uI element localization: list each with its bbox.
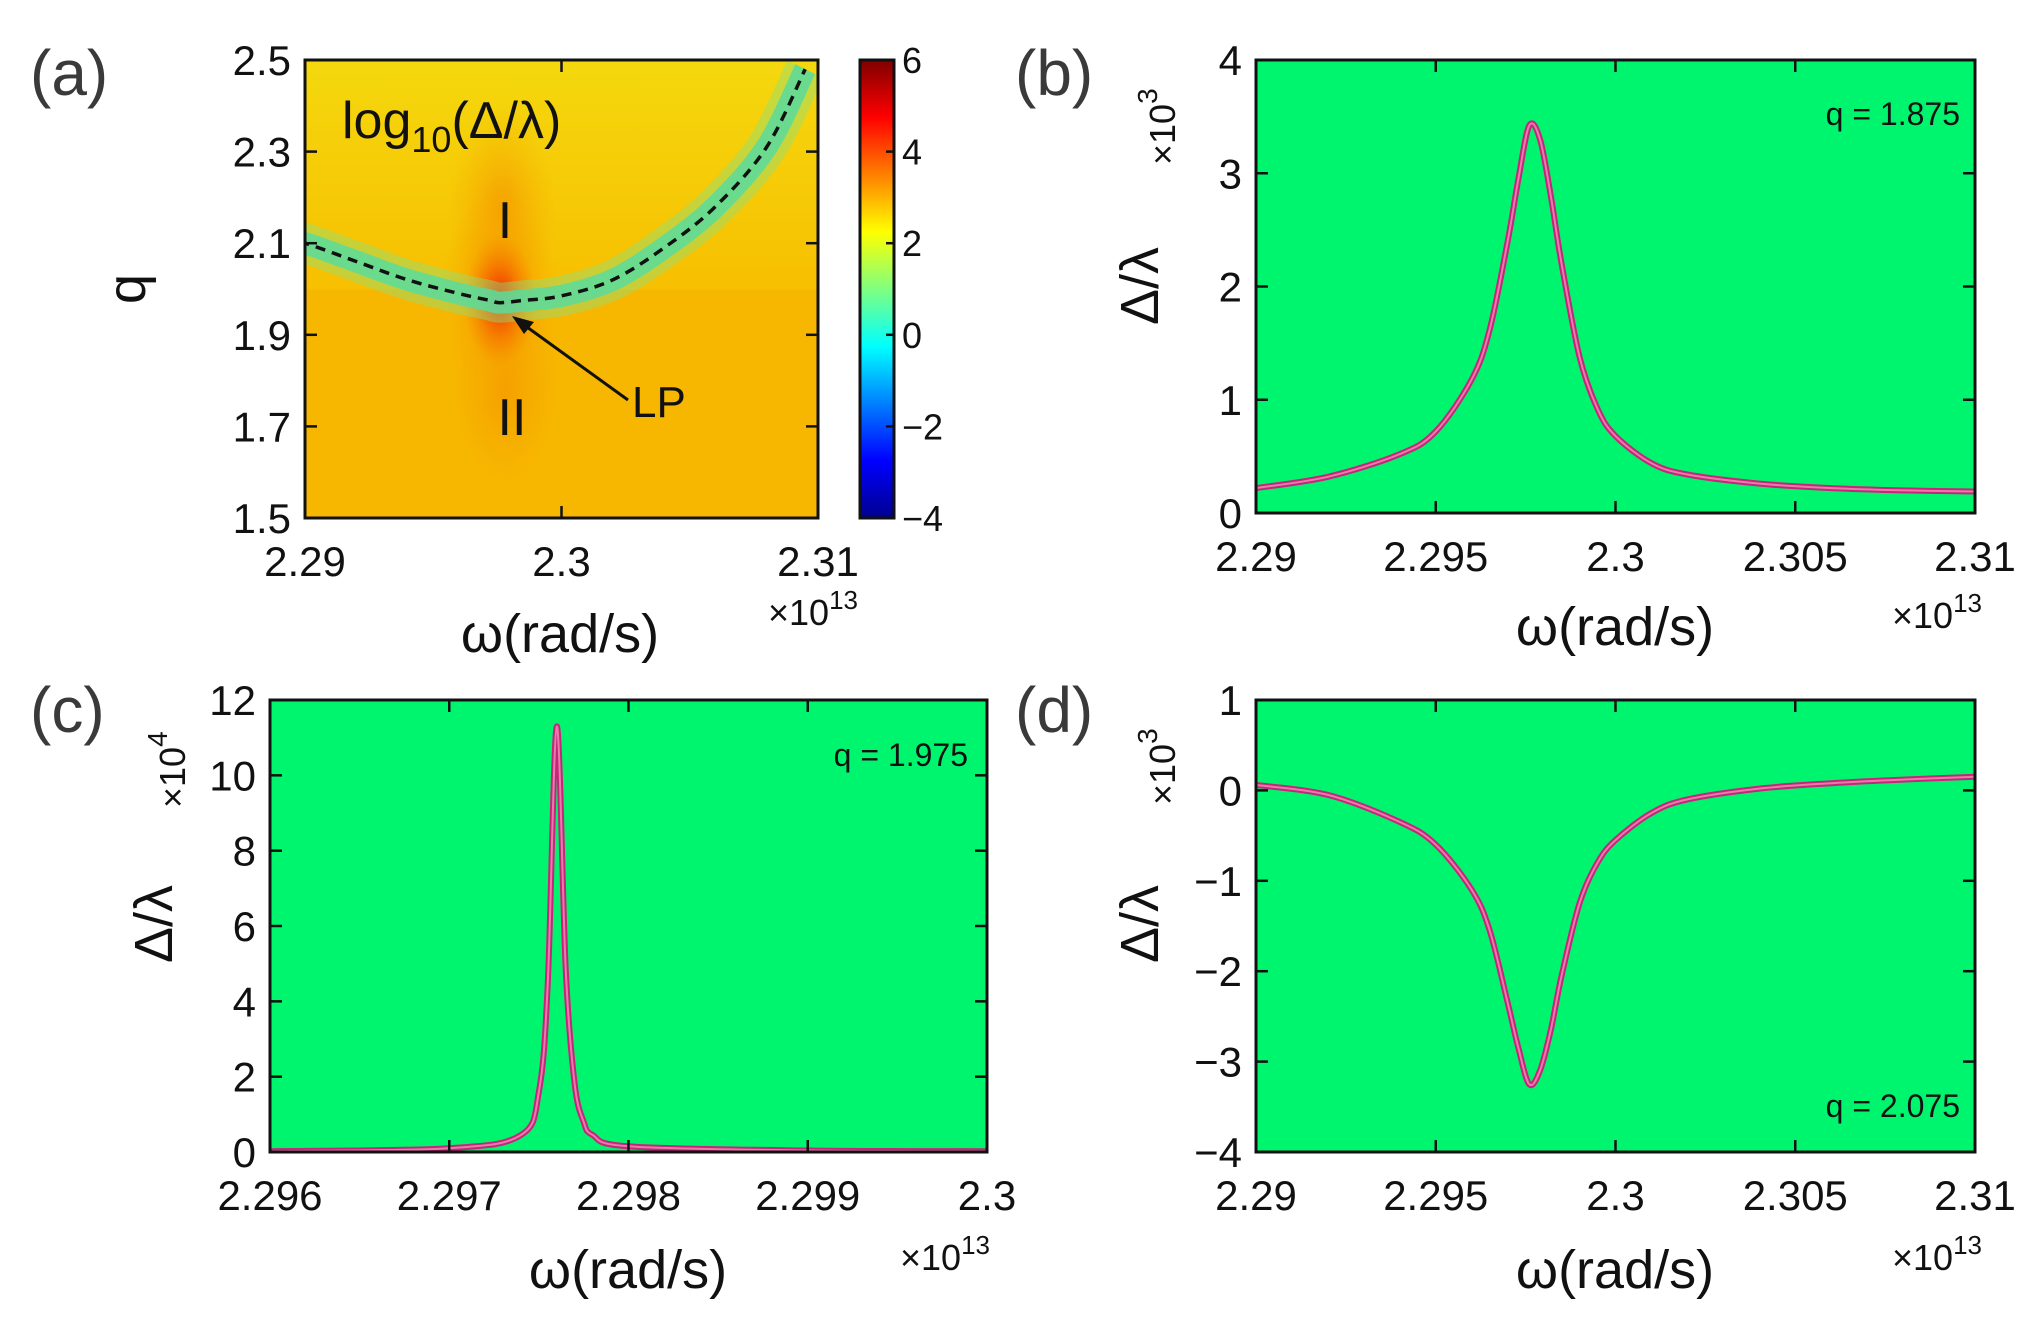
- x-multiplier-d: ×1013: [1892, 1230, 1982, 1278]
- y-tick-label: 4: [1219, 37, 1242, 84]
- colorbar-tick-label: 0: [902, 315, 922, 356]
- panel-a: (a) log10(Δ/λ) I II LP 2.29 2.3 2.31 1.5 1.7…: [30, 37, 943, 664]
- y-tick-label: −3: [1194, 1039, 1242, 1086]
- panel-b: (b) q = 1.875 2.29 2.295 2.3 2.305 2.31 0 1 2 3 4…: [1015, 37, 2016, 657]
- x-tick-label: 2.296: [217, 1172, 322, 1219]
- ylabel-b: Δ/λ: [1110, 247, 1170, 325]
- x-tick-label: 2.29: [1215, 533, 1297, 580]
- panel-c: (c) q = 1.975 2.296 2.297 2.298 2.299 2.3 0 2 4…: [30, 674, 1016, 1300]
- y-tick-label: −2: [1194, 948, 1242, 995]
- colorbar: [860, 60, 894, 518]
- y-multiplier-c: ×104: [142, 731, 193, 808]
- panel-d: (d) q = 2.075 2.29 2.295 2.3 2.305 2.31 1 0 −1 −…: [1015, 674, 2016, 1300]
- y-multiplier-d: ×103: [1132, 728, 1183, 805]
- plot-area-d: [1256, 700, 1975, 1152]
- x-tick-label: 2.29: [264, 538, 346, 585]
- y-tick-label: 2.1: [233, 220, 291, 267]
- xlabel-c: ω(rad/s): [529, 1240, 727, 1300]
- y-tick-label: 0: [233, 1129, 256, 1176]
- ylabel-a: q: [97, 274, 157, 304]
- xlabel-b: ω(rad/s): [1516, 597, 1714, 657]
- x-tick-label: 2.31: [1934, 1172, 2016, 1219]
- x-tick-label: 2.31: [777, 538, 859, 585]
- lp-arrowhead: [512, 316, 534, 334]
- x-tick-label: 2.3: [958, 1172, 1016, 1219]
- x-tick-label: 2.305: [1743, 533, 1848, 580]
- lp-label: LP: [632, 378, 686, 427]
- x-tick-label: 2.3: [1586, 1172, 1644, 1219]
- series-line-c-highlight: [270, 725, 987, 1152]
- y-tick-label: −4: [1194, 1129, 1242, 1176]
- y-tick-label: 1: [1219, 677, 1242, 724]
- panel-d-label: (d): [1015, 674, 1093, 746]
- y-tick-label: 3: [1219, 150, 1242, 197]
- ylabel-c: Δ/λ: [124, 885, 184, 963]
- y-tick-label: 0: [1219, 490, 1242, 537]
- colorbar-tick-label: −4: [902, 498, 943, 539]
- xlabel-a: ω(rad/s): [461, 604, 659, 664]
- x-tick-label: 2.299: [755, 1172, 860, 1219]
- colorbar-frame: [858, 58, 896, 520]
- plot-area-c: [270, 700, 987, 1152]
- x-tick-label: 2.295: [1383, 533, 1488, 580]
- x-tick-label: 2.3: [532, 538, 590, 585]
- heatmap-a: [305, 60, 818, 518]
- x-tick-label: 2.298: [576, 1172, 681, 1219]
- colorbar-tick-label: 6: [902, 40, 922, 81]
- colorbar-ticks: 6 4 2 0 −2 −4: [886, 40, 943, 539]
- panel-a-label: (a): [30, 37, 108, 109]
- y-tick-label: 8: [233, 828, 256, 875]
- axes-b: 2.29 2.295 2.3 2.305 2.31 0 1 2 3 4: [1215, 37, 2016, 580]
- axes-d: 2.29 2.295 2.3 2.305 2.31 1 0 −1 −2 −3 −4: [1194, 677, 2016, 1219]
- q-label-b: q = 1.875: [1826, 96, 1960, 132]
- y-tick-label: 1.9: [233, 312, 291, 359]
- y-tick-label: 2: [233, 1054, 256, 1101]
- q-label-d: q = 2.075: [1826, 1088, 1960, 1124]
- y-tick-label: 4: [233, 978, 256, 1025]
- y-tick-label: 2: [1219, 264, 1242, 311]
- x-tick-label: 2.29: [1215, 1172, 1297, 1219]
- x-multiplier-a: ×1013: [768, 585, 858, 633]
- y-tick-label: 2.3: [233, 129, 291, 176]
- x-multiplier-b: ×1013: [1892, 588, 1982, 636]
- ylabel-d: Δ/λ: [1110, 885, 1170, 963]
- region-1-label: I: [498, 192, 512, 250]
- region-2-label: II: [498, 389, 527, 447]
- y-tick-label: 10: [209, 752, 256, 799]
- y-tick-label: 1.5: [233, 495, 291, 542]
- panel-c-label: (c): [30, 674, 105, 746]
- y-tick-label: 1: [1219, 377, 1242, 424]
- xlabel-d: ω(rad/s): [1516, 1240, 1714, 1300]
- x-tick-label: 2.31: [1934, 533, 2016, 580]
- y-tick-label: −1: [1194, 858, 1242, 905]
- colorbar-tick-label: 2: [902, 223, 922, 264]
- y-tick-label: 12: [209, 677, 256, 724]
- series-line-b-highlight: [1256, 122, 1975, 493]
- series-line-d-highlight: [1256, 775, 1975, 1087]
- x-multiplier-c: ×1013: [900, 1230, 990, 1278]
- axes-c: 2.296 2.297 2.298 2.299 2.3 0 2 4 6 8 10 12: [209, 677, 1016, 1219]
- x-tick-label: 2.295: [1383, 1172, 1488, 1219]
- colorbar-tick-label: 4: [902, 132, 922, 173]
- heatmap-title: log10(Δ/λ): [342, 92, 561, 160]
- y-tick-label: 6: [233, 903, 256, 950]
- y-multiplier-b: ×103: [1132, 88, 1183, 165]
- q-label-c: q = 1.975: [834, 737, 968, 773]
- colorbar-tick-label: −2: [902, 406, 943, 447]
- y-tick-label: 2.5: [233, 37, 291, 84]
- x-tick-label: 2.297: [397, 1172, 502, 1219]
- panel-b-label: (b): [1015, 37, 1093, 109]
- x-tick-label: 2.3: [1586, 533, 1644, 580]
- x-tick-label: 2.305: [1743, 1172, 1848, 1219]
- dashed-curve: [305, 68, 807, 305]
- y-tick-label: 0: [1219, 767, 1242, 814]
- y-tick-label: 1.7: [233, 403, 291, 450]
- lp-arrow-line: [519, 320, 629, 402]
- axes-a: 2.29 2.3 2.31 1.5 1.7 1.9 2.1 2.3 2.5: [233, 37, 859, 585]
